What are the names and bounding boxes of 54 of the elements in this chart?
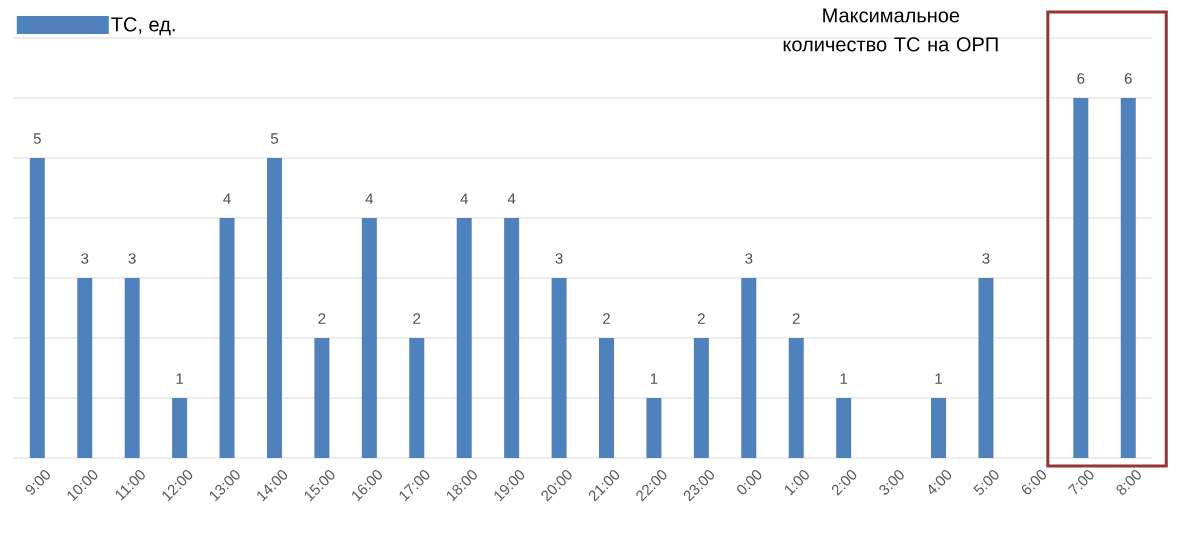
data-label: 6 [1077, 73, 1085, 84]
bar [29, 157, 45, 458]
bar [314, 337, 330, 458]
bar [978, 277, 994, 458]
bar [1073, 97, 1089, 458]
data-label: 4 [507, 193, 516, 204]
data-label: 4 [460, 193, 468, 204]
bar [266, 157, 282, 458]
x-tick-label: 7:00 [1067, 470, 1094, 495]
x-tick-label: 0:00 [737, 470, 762, 495]
data-label: 3 [745, 253, 753, 264]
bar [1120, 97, 1136, 458]
data-label: 3 [128, 253, 136, 264]
data-label: 2 [792, 313, 800, 324]
x-tick-label: 3:00 [879, 470, 904, 495]
x-tick-label: 5:00 [973, 470, 999, 495]
bar [693, 337, 709, 458]
data-label: 3 [81, 253, 89, 264]
data-label: 1 [650, 373, 658, 384]
data-label: 6 [1124, 73, 1132, 84]
bar [77, 277, 93, 458]
bar [551, 277, 567, 458]
data-label: 3 [982, 253, 990, 264]
data-label: 2 [413, 313, 421, 324]
bar [361, 217, 377, 458]
bar [788, 337, 804, 458]
x-tick-label: 8:00 [1116, 470, 1141, 495]
data-label: 5 [270, 133, 279, 144]
data-label: 1 [176, 373, 184, 384]
x-tick-label: 4:00 [928, 470, 952, 495]
x-tick-label: 9:00 [25, 470, 50, 495]
data-label: 2 [697, 313, 705, 324]
legend-label: ТС, ед. [111, 17, 175, 36]
data-label: 1 [840, 373, 848, 384]
data-label: 4 [223, 193, 231, 204]
data-label: 2 [318, 313, 326, 324]
bar [219, 217, 235, 458]
data-label: 1 [935, 373, 942, 384]
x-tick-label: 6:00 [1022, 470, 1047, 495]
bar [456, 217, 472, 458]
bar [741, 277, 757, 458]
bar [599, 337, 614, 458]
bar [172, 397, 188, 458]
data-label: 5 [33, 133, 41, 144]
data-label: 2 [603, 313, 610, 324]
bar [646, 397, 662, 458]
bar [931, 397, 947, 458]
data-label: 4 [365, 193, 374, 204]
bar [836, 397, 852, 458]
annotation: Максимальное количество ТС на ОРП [783, 8, 998, 52]
bar [409, 337, 425, 458]
bar [504, 217, 520, 458]
bar [124, 277, 140, 458]
data-label: 3 [555, 253, 563, 264]
